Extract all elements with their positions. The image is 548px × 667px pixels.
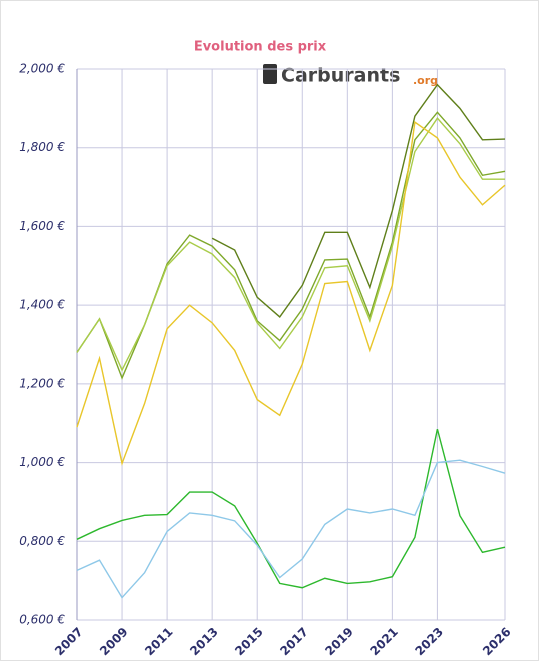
logo-suffix: .org xyxy=(413,74,438,87)
series-line xyxy=(76,428,506,589)
y-tick-label: 1,200 € xyxy=(19,376,65,390)
logo-icon xyxy=(263,64,277,84)
y-tick-label: 0,600 € xyxy=(19,613,65,627)
series-line xyxy=(76,459,506,599)
chart-title: Evolution des prix xyxy=(194,40,327,55)
series-line xyxy=(211,83,506,318)
series-line xyxy=(76,117,505,372)
series-line xyxy=(76,120,506,466)
y-tick-label: 0,800 € xyxy=(19,534,65,548)
frame xyxy=(0,0,539,661)
y-tick-label: 1,400 € xyxy=(19,298,65,312)
y-tick-label: 1,800 € xyxy=(19,140,65,154)
y-tick-label: 1,000 € xyxy=(19,455,65,469)
y-tick-label: 1,600 € xyxy=(19,219,65,233)
y-tick-label: 2,000 € xyxy=(19,62,65,76)
logo-text: Carburants xyxy=(281,65,400,87)
